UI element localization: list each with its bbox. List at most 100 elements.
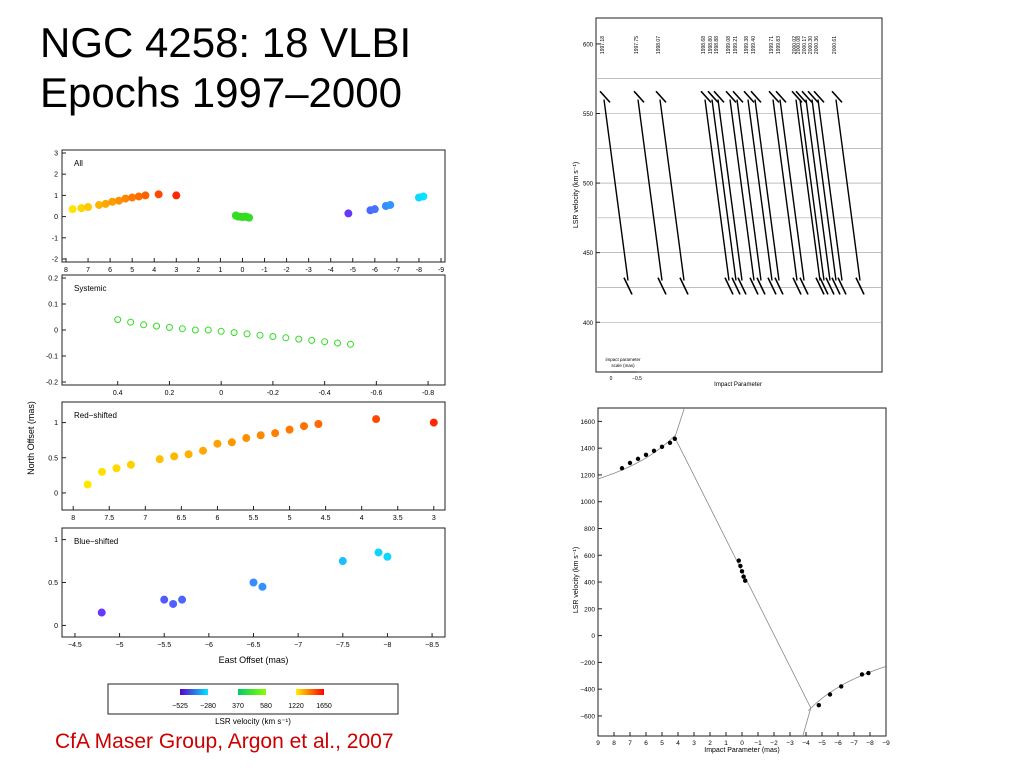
epoch-trace-top — [813, 90, 825, 103]
y-tick-label: 2 — [54, 172, 58, 179]
data-point — [619, 466, 625, 471]
epoch-track — [750, 90, 784, 295]
series-blue-shifted — [344, 192, 428, 218]
x-tick-label: 5 — [130, 267, 134, 274]
data-point — [667, 440, 673, 446]
x-tick-label: -1 — [261, 267, 267, 274]
epoch-trace — [711, 99, 737, 281]
y-tick-label: 1 — [54, 537, 58, 544]
epoch-trace-bottom — [825, 277, 835, 295]
y-tick-label: 0 — [54, 214, 58, 221]
data-point — [172, 191, 181, 200]
epoch-label: 1997.18 — [600, 36, 606, 54]
data-point — [114, 196, 123, 205]
panel-label: Blue−shifted — [74, 537, 118, 546]
epoch-trace — [805, 99, 831, 281]
x-tick-label: 0 — [219, 390, 223, 397]
colorbar-segment — [238, 689, 266, 695]
panel-label: Systemic — [74, 284, 106, 293]
data-point — [816, 703, 821, 708]
scale-bar-label: impact parameter — [605, 357, 641, 362]
epoch-trace-top — [700, 90, 712, 103]
epoch-trace — [795, 99, 821, 281]
x-tick-label: 8 — [71, 515, 75, 522]
x-tick-label: 3 — [432, 515, 436, 522]
epoch-track — [807, 90, 841, 295]
x-tick-label: 4 — [676, 740, 680, 747]
data-point — [178, 325, 186, 333]
epoch-trace — [659, 99, 685, 281]
y-tick-label: 3 — [54, 151, 58, 158]
epoch-label: 2000.02 — [792, 36, 798, 54]
epoch-track — [801, 90, 835, 295]
y-tick-label: -2 — [52, 257, 58, 264]
panel-label: Red−shifted — [74, 411, 117, 420]
series-red-shifted — [619, 436, 677, 471]
plot-frame — [61, 401, 446, 511]
data-point — [165, 323, 173, 331]
epoch-trace-top — [750, 90, 762, 103]
x-tick-label: −5 — [818, 740, 826, 747]
y-axis-label-lsr-velocity: LSR velocity (km s⁻¹) — [573, 162, 580, 228]
colorbar-frame — [107, 683, 399, 715]
x-tick-label: 5.5 — [249, 515, 259, 522]
series-systemic — [231, 211, 254, 222]
model-curve-red — [597, 435, 676, 480]
colorbar-label: LSR velocity (km s⁻¹) — [215, 717, 291, 726]
data-point — [128, 193, 137, 202]
y-tick-label: 200 — [584, 606, 595, 613]
data-point — [271, 429, 280, 438]
epoch-trace-bottom — [837, 277, 847, 295]
data-point — [282, 334, 290, 342]
x-tick-label: 6 — [644, 740, 648, 747]
data-point — [334, 339, 342, 347]
epoch-trace-bottom — [737, 277, 747, 295]
epoch-trace-top — [599, 90, 611, 103]
y-tick-label: −200 — [580, 660, 595, 667]
data-point — [178, 595, 187, 604]
epoch-trace-bottom — [774, 277, 784, 295]
colorbar-tick-label: 370 — [232, 703, 244, 710]
x-axis-label: Impact Parameter — [714, 382, 762, 388]
epoch-label: 1998.88 — [714, 36, 720, 54]
data-point — [256, 331, 264, 339]
epoch-trace — [811, 99, 837, 281]
y-tick-label: -0.2 — [46, 380, 58, 387]
y-tick-label: -0.1 — [46, 354, 58, 361]
epoch-label: 1999.71 — [769, 36, 775, 54]
y-tick-label: 550 — [583, 112, 594, 118]
epoch-trace-top — [707, 90, 719, 103]
epoch-label: 2000.08 — [796, 36, 802, 54]
data-point — [83, 480, 92, 489]
data-point — [743, 578, 748, 583]
data-point — [77, 204, 86, 213]
x-tick-label: 6 — [215, 515, 219, 522]
colorbar-segment — [296, 689, 324, 695]
data-point — [126, 460, 135, 469]
data-point — [370, 205, 379, 214]
x-tick-label: 3 — [692, 740, 696, 747]
epoch-trace-bottom — [657, 277, 667, 295]
x-tick-label: -0.4 — [319, 390, 331, 397]
credit-line: CfA Maser Group, Argon et al., 2007 — [55, 730, 394, 753]
epoch-label: 2000.61 — [832, 36, 838, 54]
epoch-track — [732, 90, 766, 295]
x-tick-label: 0.2 — [165, 390, 175, 397]
panel-label: All — [74, 159, 83, 168]
data-point — [344, 209, 353, 218]
x-tick-label: 9 — [596, 740, 600, 747]
y-tick-label: 0.5 — [48, 580, 58, 587]
x-tick-label: −5 — [116, 642, 124, 649]
data-point — [243, 330, 251, 338]
data-point — [258, 582, 267, 591]
data-point — [114, 316, 122, 324]
x-tick-label: -3 — [306, 267, 312, 274]
scale-tick-label: −0.5 — [632, 376, 642, 382]
x-tick-label: -6 — [372, 267, 378, 274]
data-point — [199, 446, 208, 455]
x-tick-label: −1 — [754, 740, 762, 747]
data-point — [98, 467, 107, 476]
epoch-trace-bottom — [749, 277, 759, 295]
epoch-trace-top — [831, 90, 843, 103]
